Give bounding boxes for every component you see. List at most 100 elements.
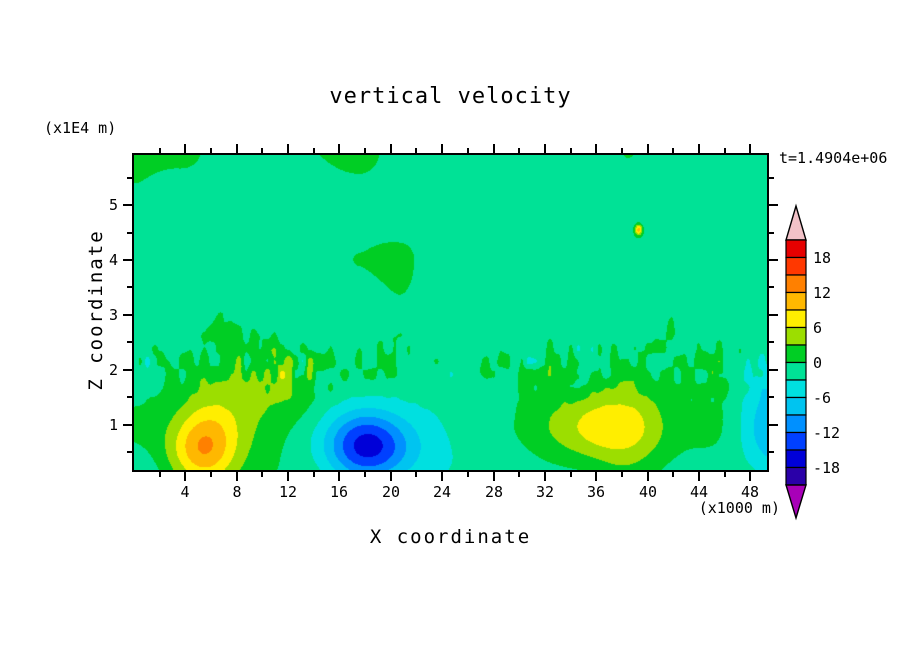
y-major-tick: [123, 204, 132, 206]
y-major-tick: [123, 424, 132, 426]
colorbar-segment: [785, 449, 807, 469]
x-major-tick: [544, 472, 546, 481]
y-tick-label: 3: [108, 306, 118, 324]
x-major-tick: [441, 472, 443, 481]
y-major-tick: [769, 204, 778, 206]
chart-title: vertical velocity: [329, 84, 572, 109]
colorbar-segment: [785, 414, 807, 434]
y-tick-label: 2: [108, 361, 118, 379]
x-minor-tick: [261, 472, 263, 477]
colorbar: [785, 203, 807, 521]
x-minor-tick: [159, 148, 161, 153]
x-major-tick: [287, 144, 289, 153]
x-major-tick: [595, 472, 597, 481]
y-minor-tick: [769, 232, 774, 234]
x-major-tick: [749, 472, 751, 481]
x-major-tick: [647, 472, 649, 481]
colorbar-segment: [785, 274, 807, 294]
x-minor-tick: [724, 148, 726, 153]
x-minor-tick: [570, 472, 572, 477]
colorbar-segment: [785, 344, 807, 364]
x-axis-unit: (x1000 m): [698, 499, 780, 517]
x-major-tick: [390, 472, 392, 481]
x-minor-tick: [364, 148, 366, 153]
y-minor-tick: [769, 177, 774, 179]
y-tick-label: 4: [108, 251, 118, 269]
time-annotation: t=1.4904e+06: [779, 149, 888, 167]
x-minor-tick: [467, 148, 469, 153]
y-minor-tick: [127, 451, 132, 453]
x-tick-label: 44: [689, 483, 709, 501]
y-tick-label: 1: [108, 416, 118, 434]
x-major-tick: [184, 144, 186, 153]
colorbar-tick-label: 6: [813, 318, 823, 337]
x-major-tick: [595, 144, 597, 153]
x-tick-label: 12: [278, 483, 298, 501]
colorbar-segment: [785, 326, 807, 346]
x-major-tick: [493, 144, 495, 153]
colorbar-tick-label: -6: [813, 388, 832, 407]
colorbar-tick-label: -12: [813, 423, 841, 442]
y-major-tick: [123, 314, 132, 316]
colorbar-tick-label: 18: [813, 248, 832, 267]
y-minor-tick: [127, 396, 132, 398]
x-minor-tick: [621, 472, 623, 477]
x-tick-label: 28: [484, 483, 504, 501]
x-minor-tick: [672, 148, 674, 153]
colorbar-tick-label: 0: [813, 353, 823, 372]
x-minor-tick: [518, 472, 520, 477]
colorbar-over-arrow: [785, 203, 807, 241]
y-minor-tick: [127, 341, 132, 343]
x-minor-tick: [621, 148, 623, 153]
colorbar-segment: [785, 291, 807, 311]
x-major-tick: [698, 144, 700, 153]
x-minor-tick: [210, 148, 212, 153]
y-major-tick: [123, 259, 132, 261]
y-major-tick: [769, 424, 778, 426]
x-minor-tick: [724, 472, 726, 477]
x-major-tick: [493, 472, 495, 481]
x-tick-label: 4: [180, 483, 190, 501]
y-minor-tick: [127, 286, 132, 288]
y-minor-tick: [769, 341, 774, 343]
colorbar-segment: [785, 379, 807, 399]
plot-frame: [132, 153, 769, 472]
colorbar-under-arrow: [785, 484, 807, 521]
x-major-tick: [287, 472, 289, 481]
x-minor-tick: [159, 472, 161, 477]
y-axis-unit: (x1E4 m): [44, 119, 117, 137]
x-tick-label: 20: [381, 483, 401, 501]
x-major-tick: [236, 472, 238, 481]
x-minor-tick: [313, 472, 315, 477]
x-minor-tick: [313, 148, 315, 153]
colorbar-segment: [785, 396, 807, 416]
x-tick-label: 24: [432, 483, 452, 501]
x-major-tick: [698, 472, 700, 481]
x-minor-tick: [261, 148, 263, 153]
x-minor-tick: [415, 472, 417, 477]
colorbar-tick-label: -18: [813, 458, 841, 477]
x-tick-label: 48: [740, 483, 760, 501]
x-minor-tick: [210, 472, 212, 477]
y-major-tick: [769, 259, 778, 261]
x-minor-tick: [672, 472, 674, 477]
x-axis-label: X coordinate: [369, 526, 532, 548]
y-minor-tick: [127, 232, 132, 234]
y-tick-label: 5: [108, 196, 118, 214]
colorbar-segment: [785, 431, 807, 451]
y-major-tick: [769, 314, 778, 316]
x-major-tick: [441, 144, 443, 153]
x-major-tick: [749, 144, 751, 153]
x-major-tick: [338, 144, 340, 153]
x-major-tick: [544, 144, 546, 153]
x-major-tick: [390, 144, 392, 153]
x-tick-label: 40: [638, 483, 658, 501]
x-tick-label: 16: [329, 483, 349, 501]
x-minor-tick: [518, 148, 520, 153]
x-tick-label: 36: [586, 483, 606, 501]
y-minor-tick: [127, 177, 132, 179]
x-tick-label: 32: [535, 483, 555, 501]
x-minor-tick: [467, 472, 469, 477]
colorbar-segment: [785, 239, 807, 259]
